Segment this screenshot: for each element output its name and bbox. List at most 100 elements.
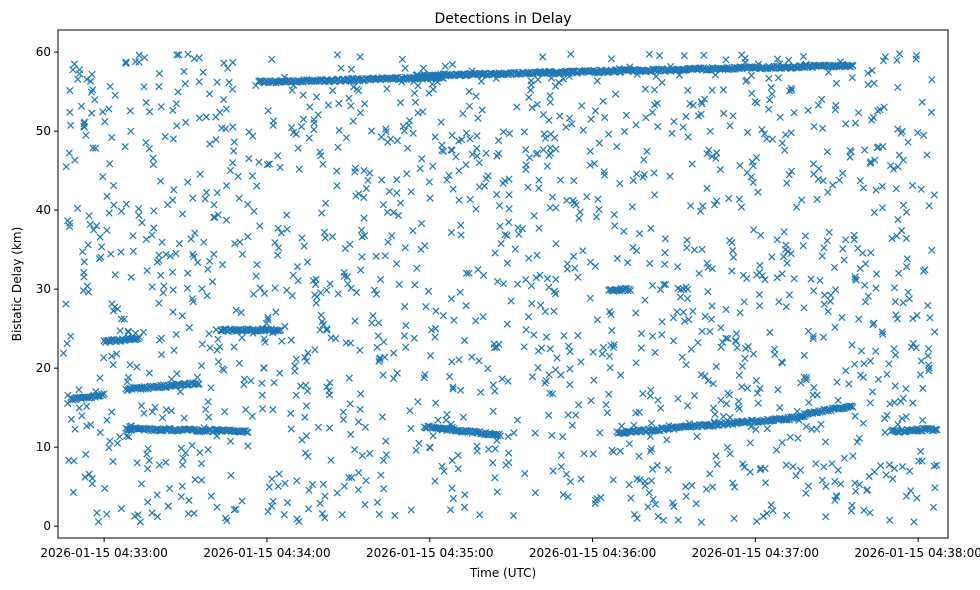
- detection-point: [779, 252, 788, 261]
- detection-point: [298, 436, 306, 444]
- detection-point: [297, 122, 306, 131]
- detection-point: [888, 234, 896, 243]
- detection-point: [522, 145, 530, 154]
- detection-point: [278, 337, 286, 345]
- detection-point: [594, 195, 602, 203]
- detection-point: [829, 181, 837, 189]
- detection-point: [548, 390, 557, 398]
- detection-point: [785, 291, 794, 299]
- detection-point: [450, 316, 458, 324]
- detection-point: [504, 377, 512, 385]
- detection-point: [473, 447, 481, 455]
- detection-point: [738, 362, 747, 370]
- detection-point: [448, 131, 456, 139]
- detection-point: [162, 250, 170, 259]
- detection-point: [642, 113, 650, 122]
- detection-point: [866, 399, 874, 407]
- detection-point: [218, 124, 226, 132]
- detection-point: [824, 307, 832, 316]
- detection-point: [749, 350, 758, 358]
- detection-point: [220, 59, 228, 67]
- detection-point: [458, 136, 466, 144]
- detection-point: [601, 113, 609, 122]
- detection-point: [213, 78, 221, 86]
- detection-point: [184, 178, 192, 186]
- detection-point: [462, 269, 471, 277]
- detection-point: [801, 232, 810, 240]
- detection-point: [539, 146, 548, 154]
- plot-frame: [57, 29, 949, 539]
- detection-point: [558, 433, 567, 441]
- detection-point: [752, 425, 760, 434]
- detection-point: [326, 379, 334, 387]
- detection-point: [288, 86, 296, 94]
- detection-point: [503, 231, 511, 240]
- detection-point: [728, 267, 736, 275]
- detection-point: [465, 269, 473, 277]
- detection-point: [717, 324, 725, 332]
- detection-point: [833, 493, 841, 501]
- detection-point: [334, 290, 342, 298]
- detection-point: [305, 134, 313, 142]
- detection-point: [354, 469, 363, 477]
- detection-point: [696, 207, 705, 215]
- detection-point: [111, 91, 119, 99]
- detection-point: [586, 294, 594, 302]
- detection-point: [155, 82, 163, 91]
- detection-point: [93, 509, 101, 517]
- detection-point: [632, 409, 640, 417]
- detection-point: [788, 86, 796, 94]
- detection-point: [859, 184, 868, 192]
- detection-point: [86, 220, 94, 229]
- detection-point: [551, 290, 560, 298]
- detection-point: [248, 412, 256, 420]
- detection-point: [927, 108, 936, 117]
- detection-point: [824, 188, 832, 196]
- detection-point: [749, 226, 758, 234]
- detection-point: [818, 476, 827, 484]
- detection-point: [606, 364, 614, 372]
- detection-point: [722, 56, 730, 64]
- detection-point: [926, 314, 934, 322]
- detection-point: [870, 79, 878, 87]
- detection-point: [697, 110, 705, 118]
- detection-point: [197, 459, 206, 468]
- detection-point: [507, 297, 515, 305]
- detection-point: [415, 439, 423, 447]
- detection-point: [658, 318, 666, 326]
- detection-point: [202, 113, 210, 121]
- detection-point: [431, 477, 439, 485]
- detection-point: [902, 234, 911, 243]
- detection-point: [909, 339, 917, 348]
- detection-point: [831, 286, 840, 294]
- detection-point: [212, 135, 220, 144]
- detection-point: [157, 103, 165, 111]
- detection-point: [620, 127, 629, 136]
- detection-point: [861, 281, 869, 289]
- detection-point: [743, 128, 752, 137]
- y-axis-label: Bistatic Delay (km): [10, 227, 24, 342]
- detection-point: [540, 130, 548, 138]
- detection-point: [126, 107, 134, 115]
- detection-point: [543, 274, 552, 283]
- detection-point: [687, 345, 696, 353]
- detection-point: [589, 450, 597, 458]
- detection-point: [767, 501, 775, 509]
- detection-point: [283, 225, 291, 233]
- detection-point: [210, 213, 218, 221]
- detection-point: [931, 426, 939, 434]
- detection-point: [100, 390, 108, 398]
- detection-point: [108, 133, 116, 142]
- detection-point: [346, 400, 354, 408]
- detection-point: [786, 433, 794, 441]
- detection-point: [831, 323, 839, 331]
- detection-point: [210, 250, 218, 258]
- detection-point: [357, 226, 366, 234]
- detection-point: [574, 273, 582, 281]
- detection-point: [407, 188, 415, 196]
- detection-point: [296, 382, 305, 390]
- detection-point: [897, 397, 905, 406]
- detection-point: [401, 302, 409, 311]
- detection-point: [528, 299, 536, 308]
- detection-point: [524, 313, 533, 321]
